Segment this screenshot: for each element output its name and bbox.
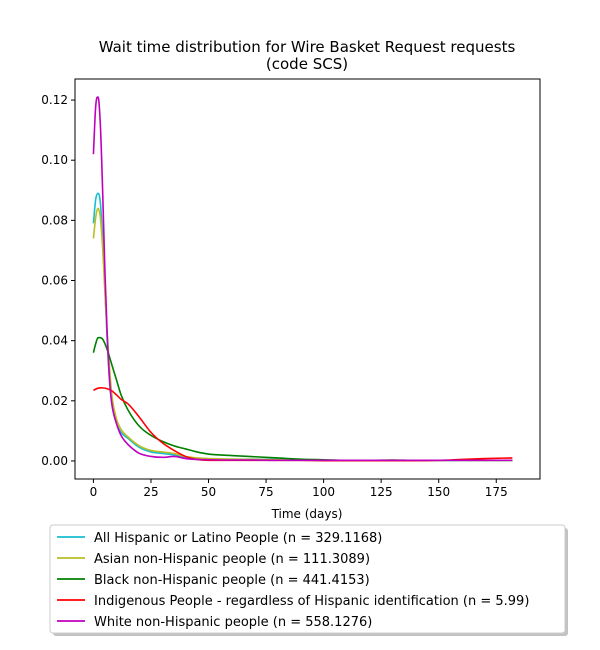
y-tick-label: 0.00 (41, 454, 68, 468)
x-tick-label: 50 (201, 485, 216, 499)
legend-box (49, 524, 566, 634)
legend-label-5: White non-Hispanic people (n = 558.1276) (94, 615, 372, 630)
x-tick-label: 100 (312, 485, 335, 499)
chart-subtitle: (code SCS) (266, 55, 348, 73)
series-line-3 (92, 336, 513, 462)
series-line-4 (93, 387, 513, 462)
x-tick-label: 175 (485, 485, 508, 499)
legend-label-2: Asian non-Hispanic people (n = 111.3089) (94, 552, 370, 567)
legend-label-4: Indigenous People - regardless of Hispan… (94, 594, 529, 609)
x-axis: 0 25 50 75 100 125 150 175 (90, 479, 508, 499)
y-tick-label: 0.08 (41, 213, 68, 227)
y-axis: 0.00 0.02 0.04 0.06 0.08 0.10 0.12 (41, 93, 75, 468)
legend: All Hispanic or Latino People (n = 329.1… (49, 524, 568, 636)
y-tick-label: 0.12 (41, 93, 68, 107)
y-tick-label: 0.06 (41, 274, 68, 288)
series-line-5 (92, 96, 513, 462)
plot-frame (74, 78, 541, 480)
x-tick-label: 0 (90, 485, 98, 499)
x-tick-label: 125 (370, 485, 393, 499)
x-tick-label: 150 (427, 485, 450, 499)
series-line-2 (92, 207, 513, 462)
series-line-1 (92, 192, 513, 462)
legend-label-3: Black non-Hispanic people (n = 441.4153) (94, 573, 370, 588)
y-tick-label: 0.02 (41, 394, 68, 408)
x-tick-label: 75 (258, 485, 273, 499)
y-tick-label: 0.10 (41, 153, 68, 167)
y-tick-label: 0.04 (41, 334, 68, 348)
x-axis-label: Time (days) (271, 507, 343, 521)
legend-label-1: All Hispanic or Latino People (n = 329.1… (94, 531, 382, 546)
legend-items: All Hispanic or Latino People (n = 329.1… (57, 531, 529, 630)
series-layer (92, 96, 513, 462)
chart-title: Wait time distribution for Wire Basket R… (99, 38, 516, 56)
x-tick-label: 25 (143, 485, 158, 499)
